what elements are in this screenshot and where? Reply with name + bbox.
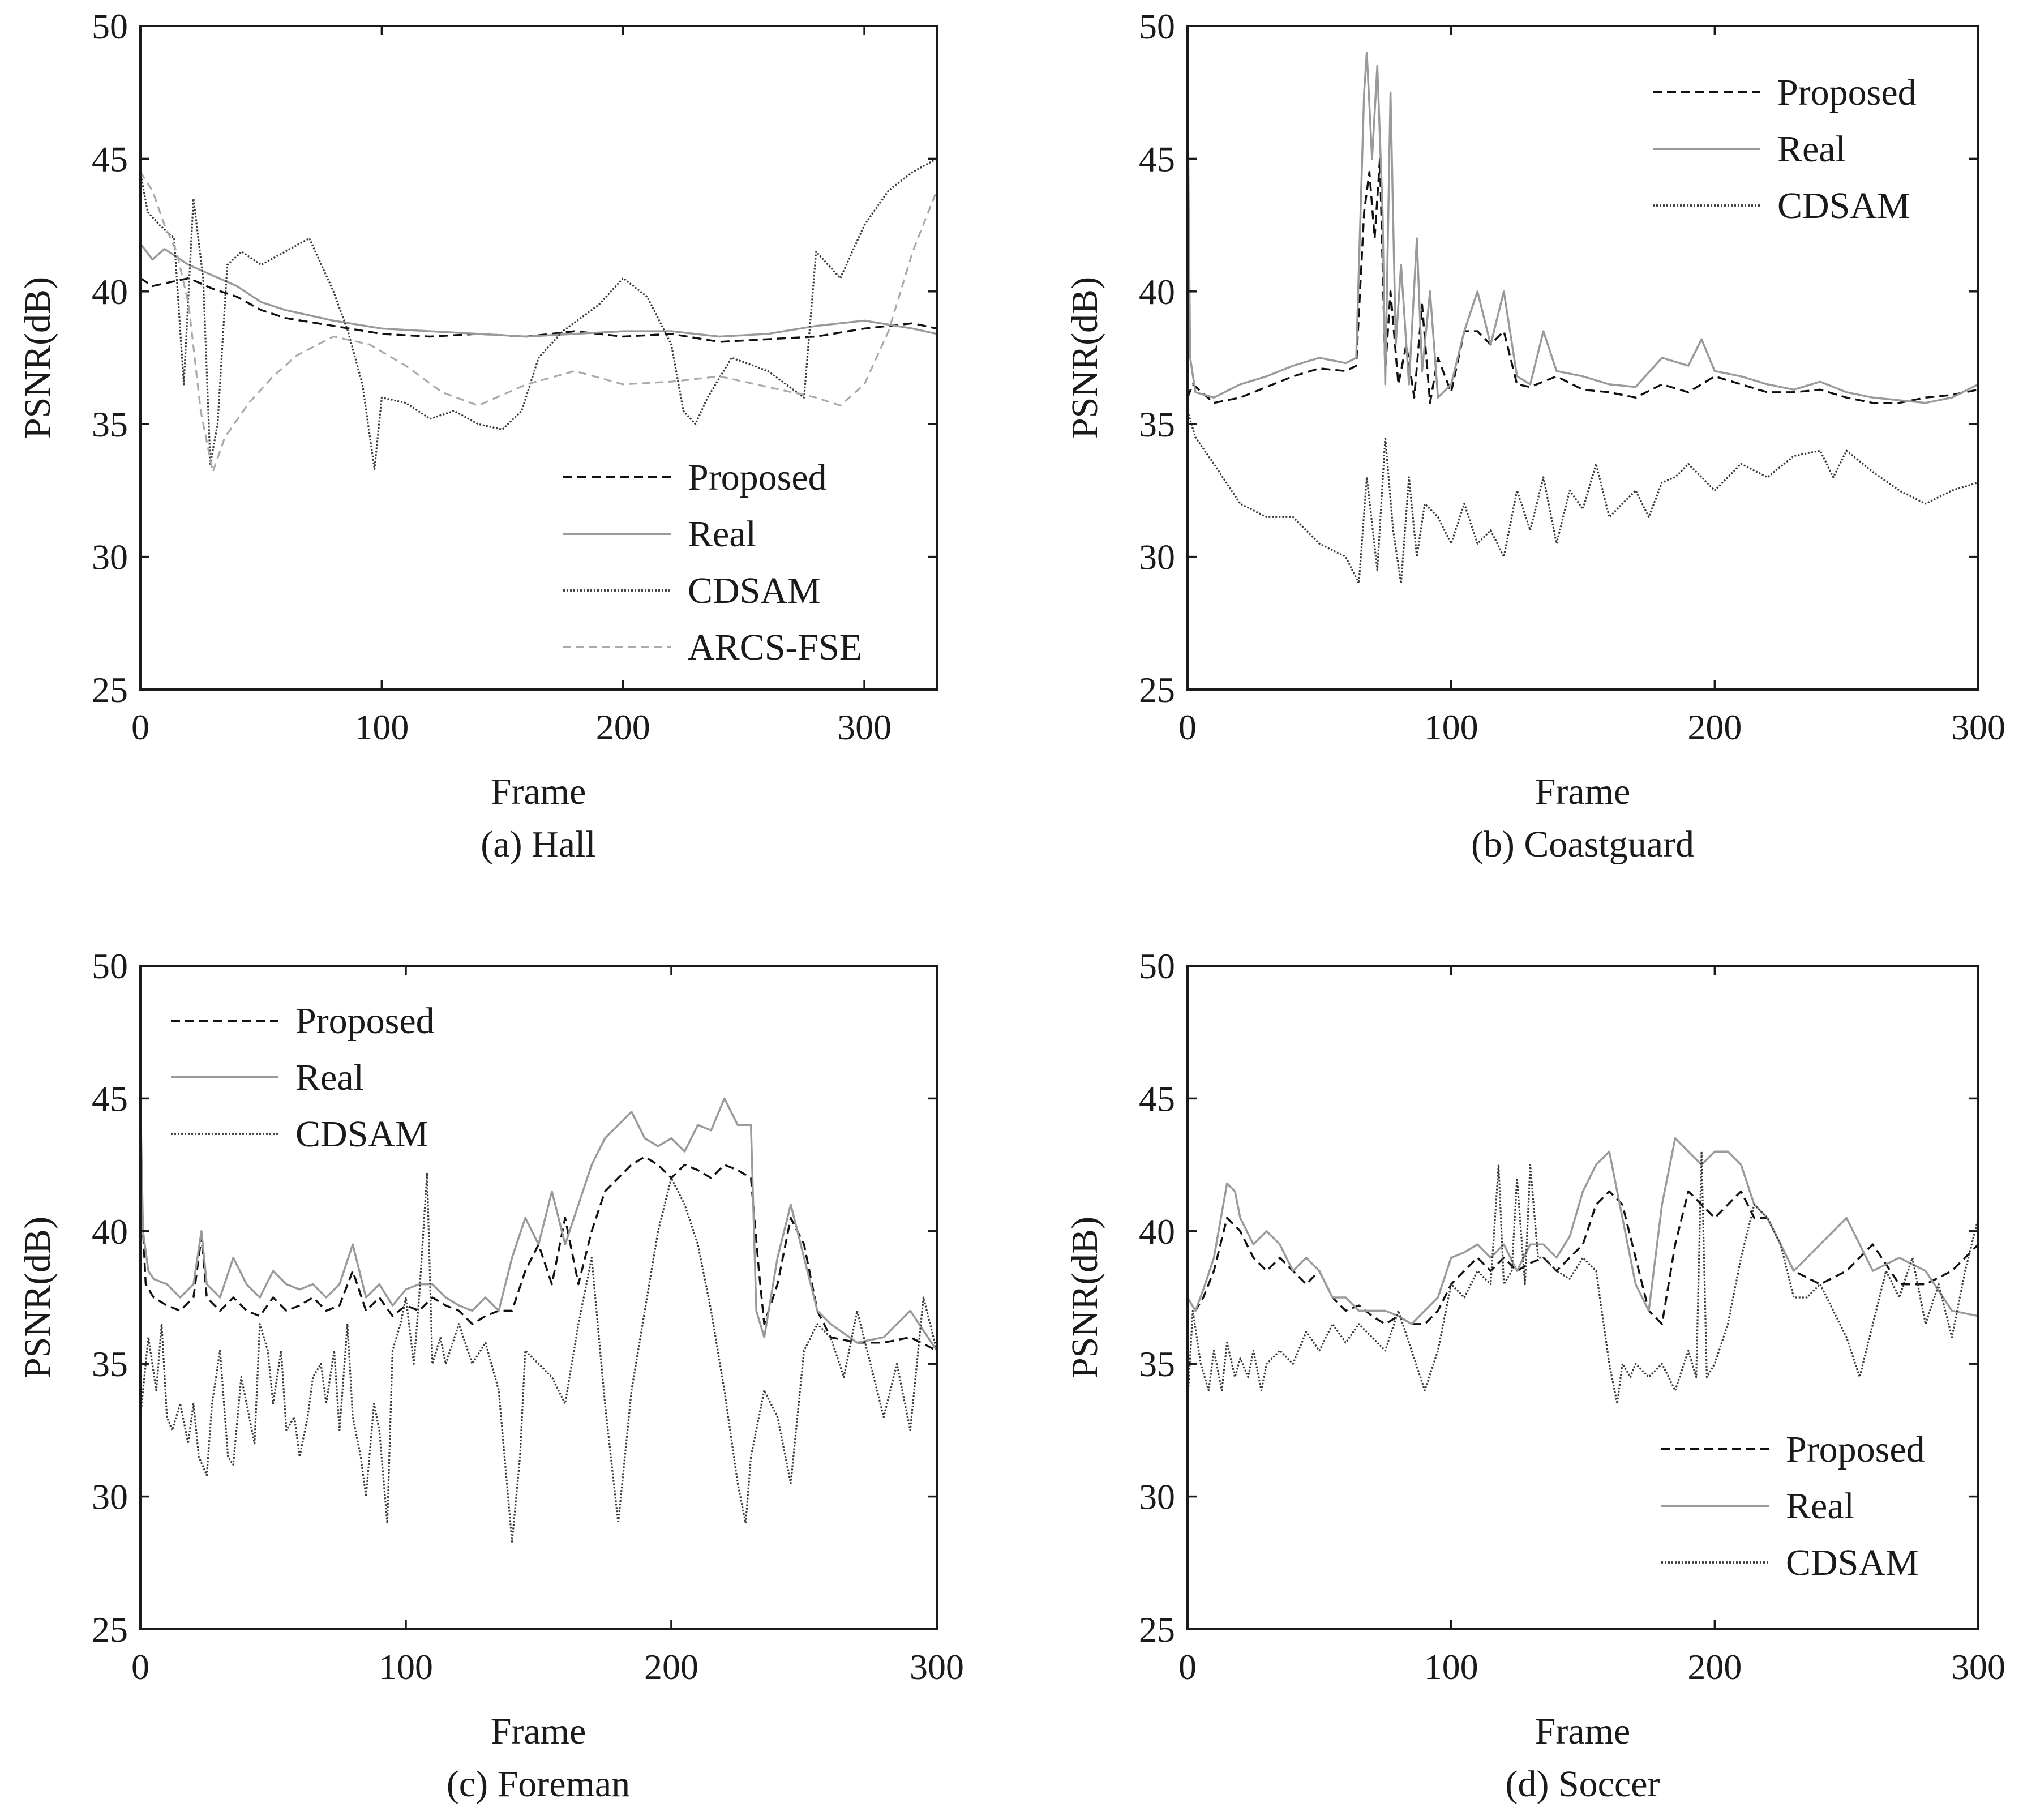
legend-soccer: Proposed Real CDSAM [1661,1429,1925,1583]
legend-label-cdsam-coastguard: CDSAM [1777,185,1910,226]
y-tick-label-50-hall: 50 [92,6,128,46]
y-axis-label-coastguard: PSNR(dB) [1064,277,1105,439]
legend-foreman: Proposed Real CDSAM [171,1000,435,1155]
caption-foreman: (c) Foreman [447,1763,630,1805]
y-tick-label-35-foreman: 35 [92,1344,128,1384]
x-tick-label-100-soccer: 100 [1424,1647,1478,1687]
x-tick-label-200-soccer: 200 [1687,1647,1742,1687]
y-tick-label-45-soccer: 45 [1139,1078,1175,1119]
caption-soccer: (d) Soccer [1505,1763,1660,1805]
series-line-proposed-foreman [140,1155,937,1352]
plot-area-coastguard [1188,52,1978,585]
x-tick-label-100-hall: 100 [354,707,409,747]
x-tick-label-200-hall: 200 [596,707,650,747]
y-tick-label-45-hall: 45 [92,139,128,179]
legend-label-proposed-foreman: Proposed [295,1000,435,1042]
legend-label-proposed-coastguard: Proposed [1777,72,1917,113]
plot-frame-foreman [139,965,938,1630]
legend-coastguard: Proposed Real CDSAM [1653,72,1917,226]
x-axis-label-foreman: Frame [491,1711,586,1752]
y-tick-label-30-foreman: 30 [92,1477,128,1517]
legend-label-proposed-hall: Proposed [688,457,827,498]
x-tick-label-0-soccer: 0 [1178,1647,1197,1687]
y-tick-label-50-coastguard: 50 [1139,6,1175,46]
panel-hall: (a) Hall Frame PSNR(dB) 0 100 200 300 25 30 35… [17,6,938,865]
legend-label-cdsam-hall: CDSAM [688,570,821,611]
series-line-real-hall [140,243,937,338]
y-tick-label-35-hall: 35 [92,404,128,444]
plot-area-soccer [1188,1137,1978,1405]
legend-label-proposed-soccer: Proposed [1786,1429,1925,1470]
y-axis-label-soccer: PSNR(dB) [1064,1217,1105,1378]
series-line-real-coastguard [1188,52,1978,404]
x-axis-label-soccer: Frame [1535,1711,1631,1752]
series-line-proposed-hall [140,277,937,343]
y-tick-label-40-coastguard: 40 [1139,272,1175,312]
y-tick-label-25-soccer: 25 [1139,1609,1175,1650]
y-tick-label-30-coastguard: 30 [1139,537,1175,577]
legend-label-real-soccer: Real [1786,1485,1854,1527]
series-line-cdsam-foreman [140,1172,937,1543]
x-tick-label-300-coastguard: 300 [1951,707,2005,747]
y-tick-label-45-foreman: 45 [92,1078,128,1119]
x-tick-label-0-coastguard: 0 [1178,707,1197,747]
series-line-cdsam-soccer [1188,1150,1978,1405]
y-axis-label-hall: PSNR(dB) [17,277,58,439]
x-tick-label-100-foreman: 100 [379,1647,433,1687]
y-tick-label-35-coastguard: 35 [1139,404,1175,444]
legend-label-arcs-fse-hall: ARCS-FSE [688,627,862,668]
y-tick-label-50-soccer: 50 [1139,946,1175,986]
x-tick-label-300-hall: 300 [837,707,892,747]
plot-area-foreman [140,1097,937,1543]
y-tick-label-40-foreman: 40 [92,1211,128,1252]
x-tick-label-300-foreman: 300 [910,1647,964,1687]
x-tick-label-0-hall: 0 [131,707,149,747]
panel-foreman: (c) Foreman Frame PSNR(dB) 0 100 200 300 25 3… [17,946,964,1805]
plot-frame-soccer [1186,965,1979,1630]
y-axis-label-foreman: PSNR(dB) [17,1217,58,1378]
x-tick-label-300-soccer: 300 [1951,1647,2005,1687]
series-line-arcs-fse-hall [140,171,937,473]
caption-coastguard: (b) Coastguard [1471,824,1694,865]
y-tick-label-35-soccer: 35 [1139,1344,1175,1384]
y-tick-label-25-foreman: 25 [92,1609,128,1650]
legend-label-real-foreman: Real [295,1057,364,1098]
x-tick-label-100-coastguard: 100 [1424,707,1478,747]
caption-hall: (a) Hall [481,824,595,865]
legend-hall: Proposed Real CDSAM ARCS-FSE [563,457,862,668]
series-line-cdsam-coastguard [1188,410,1978,585]
x-axis-label-coastguard: Frame [1535,771,1631,812]
y-tick-label-50-foreman: 50 [92,946,128,986]
y-tick-label-25-coastguard: 25 [1139,670,1175,710]
plot-frame-coastguard [1186,25,1979,691]
x-tick-label-200-coastguard: 200 [1687,707,1742,747]
series-line-real-foreman [140,1097,937,1351]
y-tick-label-40-hall: 40 [92,272,128,312]
legend-label-real-coastguard: Real [1777,129,1846,170]
plot-frame-hall [139,25,938,691]
plot-area-hall [140,157,937,473]
legend-label-cdsam-soccer: CDSAM [1786,1542,1919,1583]
y-tick-label-40-soccer: 40 [1139,1211,1175,1252]
y-tick-label-30-hall: 30 [92,537,128,577]
panel-coastguard: (b) Coastguard Frame PSNR(dB) 0 100 200 300… [1064,6,2005,865]
y-tick-label-25-hall: 25 [92,670,128,710]
x-tick-label-0-foreman: 0 [131,1647,149,1687]
legend-label-real-hall: Real [688,513,756,555]
legend-label-cdsam-foreman: CDSAM [295,1114,428,1155]
y-tick-label-45-coastguard: 45 [1139,139,1175,179]
y-tick-label-30-soccer: 30 [1139,1477,1175,1517]
x-tick-label-200-foreman: 200 [644,1647,698,1687]
x-axis-label-hall: Frame [491,771,586,812]
panel-soccer: (d) Soccer Frame PSNR(dB) 0 100 200 300 25 30… [1064,946,2005,1805]
